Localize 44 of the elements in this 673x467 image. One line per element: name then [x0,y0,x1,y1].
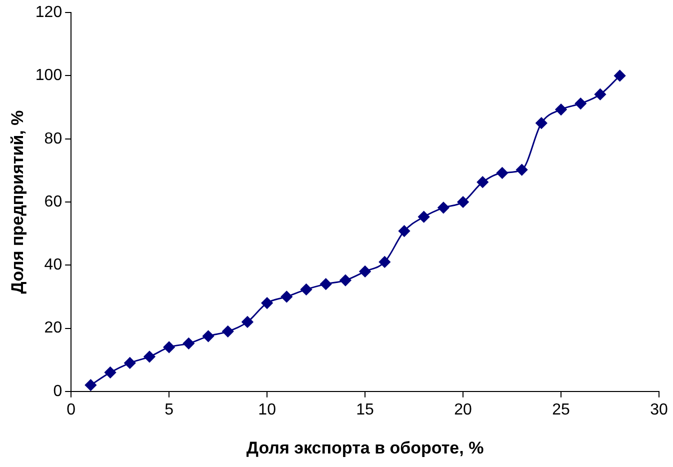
point [555,104,567,116]
x-tick-label: 20 [454,401,472,418]
x-tick-label: 5 [164,401,174,418]
x-tick-label: 30 [650,401,668,418]
point [378,256,390,268]
y-tick-label: 120 [35,4,62,22]
x-axis-title: Доля экспорта в обороте, % [246,438,484,458]
point [438,202,450,214]
point [242,316,254,328]
y-tick-label: 40 [44,256,62,274]
point [104,366,116,378]
point [476,176,488,188]
point [398,225,410,237]
y-tick-label: 0 [53,382,62,400]
point [182,338,194,350]
point [222,326,234,338]
x-tick-label: 0 [66,401,76,418]
point [594,88,606,100]
point [496,167,508,179]
point [320,278,332,290]
point [359,266,371,278]
y-tick-label: 100 [35,67,62,84]
point [516,164,528,176]
point [163,341,175,353]
x-tick-label: 25 [552,401,570,418]
point [418,211,430,223]
point [300,284,312,296]
point [457,196,469,208]
x-tick-label: 15 [356,401,374,418]
point [280,290,292,302]
point [144,350,156,362]
point [202,330,214,342]
point [614,70,626,82]
point [84,379,96,391]
y-tick-label: 60 [44,193,62,210]
x-tick-label: 10 [258,401,276,418]
point [261,297,273,309]
point [574,98,586,110]
y-axis-title: Доля предприятий, % [8,110,27,294]
point [124,357,136,369]
y-tick-label: 20 [44,320,62,337]
point [340,274,352,286]
point [536,117,548,129]
y-tick-label: 80 [44,130,62,148]
